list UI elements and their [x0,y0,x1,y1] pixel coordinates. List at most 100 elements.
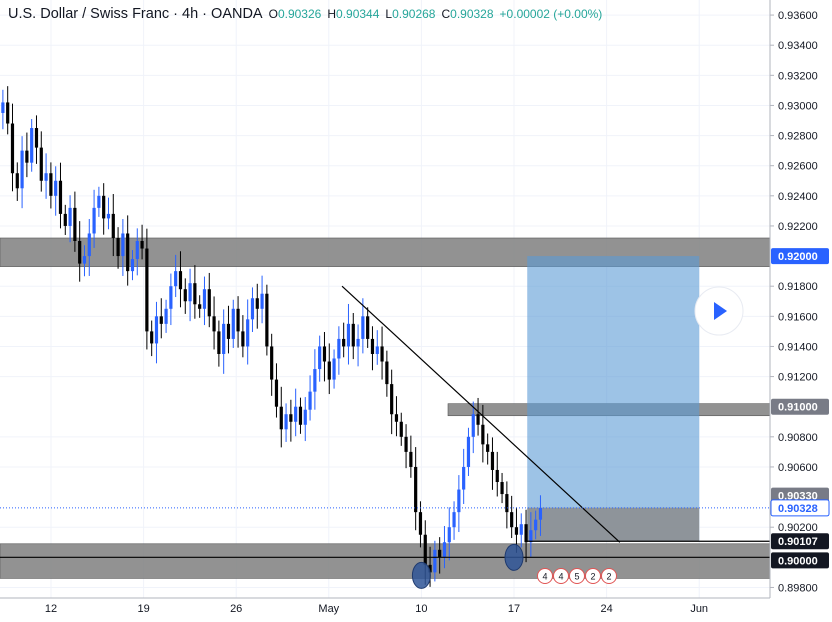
price-tick-14: 0.90200 [778,522,818,534]
price-tick-12: 0.90800 [778,432,818,444]
candle-body [505,494,509,513]
candle-body [452,512,456,528]
candle-body [92,207,96,234]
candle-body [394,414,399,422]
price-tick-9: 0.91600 [778,311,818,323]
candle-body [279,406,283,430]
candle-body [207,289,211,317]
candle-body [294,406,298,422]
candle-body [303,409,307,425]
candle-body [433,549,437,573]
candle-body [457,489,461,513]
candle-body [471,414,475,437]
candle-body [169,286,173,309]
candle-body [1,102,5,113]
price-tick-10: 0.91400 [778,341,818,353]
candle-body [447,527,451,543]
price-tick-1: 0.93400 [778,40,818,52]
time-label-4: 10 [415,603,427,615]
candle-body [438,549,442,558]
time-label-1: 19 [137,603,149,615]
candle-body [159,316,163,324]
candle-body [15,173,19,189]
candle-body [495,469,499,483]
candle-body [510,512,514,528]
candle-body [289,414,293,422]
candle-body [442,542,447,558]
price-badge-label-5: 0.90000 [778,555,818,567]
candle-body [73,207,77,242]
candle-body [140,241,144,249]
candle-body [327,361,331,380]
candle-body [39,147,43,181]
price-tick-0: 0.93600 [778,10,818,22]
price-tick-13: 0.90600 [778,462,818,474]
candle-body [524,524,528,543]
candle-body [178,271,183,290]
price-tick-5: 0.92600 [778,161,818,173]
event-flag-icon[interactable] [537,568,553,584]
candle-body [385,361,389,385]
candle-body [202,289,207,309]
price-badge-3 [770,499,830,517]
candle-body [30,128,34,163]
price-tick-8: 0.91800 [778,281,818,293]
candle-body [222,323,226,354]
price-tick-6: 0.92400 [778,191,818,203]
candle-body [25,150,29,163]
time-label-2: 26 [230,603,242,615]
play-icon [714,302,727,320]
candle-body [78,241,82,264]
close-value: C0.90328 [441,7,494,21]
price-badge-4 [771,533,829,550]
time-label-6: 24 [600,603,612,615]
candle-body [183,289,187,302]
candle-body [313,369,317,392]
candle-body [399,421,403,437]
low-marker-2 [504,543,524,571]
price-badge-label-1: 0.91000 [778,402,818,414]
candle-body [298,406,303,425]
event-flag-icon[interactable] [601,568,617,584]
candle-body [284,414,288,430]
candle-body [409,451,413,467]
candle-body [87,233,91,257]
price-tick-15: 0.89800 [778,582,818,594]
candle-body [308,391,312,410]
candle-body [370,338,375,354]
candle-body [342,338,346,347]
candle-body [366,316,370,339]
candle-body [534,519,538,531]
candle-body [121,233,125,257]
candle-body [150,331,154,344]
candle-body [404,436,408,452]
candle-body [34,128,39,148]
event-flag-label-0: 4 [542,572,547,582]
candle-body [466,436,471,467]
event-flag-icon[interactable] [569,568,585,584]
candle-body [212,316,216,332]
candle-body [481,424,485,445]
candle-body [97,195,101,208]
price-tick-2: 0.93200 [778,70,818,82]
candle-body [490,451,495,470]
candle-body [529,530,533,543]
candle-body [375,346,379,354]
candle-body [423,534,427,565]
price-badge-1 [771,398,829,415]
candle-body [135,241,139,260]
event-flag-icon[interactable] [585,568,601,584]
price-tick-11: 0.91200 [778,372,818,384]
candles-layer [1,86,543,587]
symbol-title[interactable]: U.S. Dollar / Swiss Franc · 4h · OANDA [8,6,263,22]
high-value: H0.90344 [327,7,380,21]
candle-body [250,298,255,320]
candle-body [49,173,53,196]
price-tick-7: 0.92200 [778,221,818,233]
candle-body [54,180,58,196]
event-flag-icon[interactable] [553,568,569,584]
candle-body [10,123,15,174]
candle-body [361,316,365,339]
